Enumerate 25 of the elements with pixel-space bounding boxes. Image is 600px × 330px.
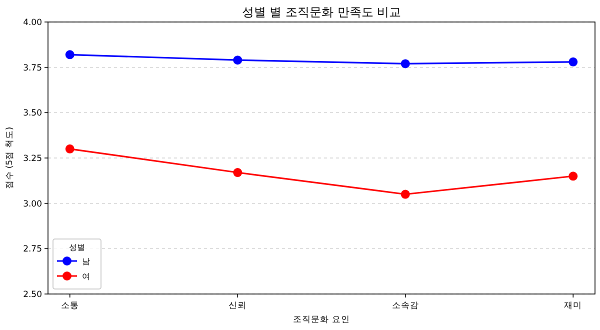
x-axis-title: 조직문화 요인 (293, 315, 350, 325)
point (400, 59, 410, 68)
point (65, 144, 74, 154)
y-tick-label: 2.50 (23, 290, 42, 300)
point (233, 56, 242, 65)
y-tick-label: 3.50 (23, 108, 42, 119)
point (233, 168, 242, 178)
chart-title: 성별 별 조직문화 만족도 비교 (242, 5, 402, 19)
point (400, 190, 410, 199)
y-tick-label: 2.75 (23, 244, 42, 255)
legend-title: 성별 (69, 243, 85, 252)
legend-label: 남 (82, 256, 90, 266)
y-tick-label: 3.00 (23, 199, 42, 210)
y-tick-label: 3.75 (23, 63, 42, 74)
x-tick-label: 소통 (60, 301, 79, 311)
point (568, 57, 578, 66)
x-tick-label: 소속감 (392, 301, 419, 311)
y-tick-label: 3.25 (23, 154, 42, 164)
x-tick-label: 재미 (564, 301, 582, 311)
legend-label: 여 (82, 272, 90, 281)
x-tick-label: 신뢰 (228, 301, 247, 311)
point (65, 50, 74, 60)
y-axis-title: 점수 (5점 척도) (5, 126, 15, 190)
y-tick-label: 4.00 (23, 18, 42, 28)
point (568, 172, 578, 181)
